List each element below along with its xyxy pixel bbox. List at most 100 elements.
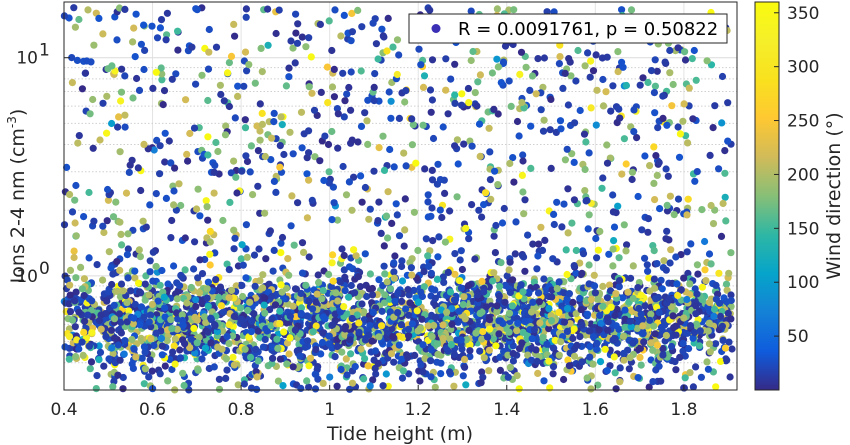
data-point <box>181 234 189 242</box>
data-point <box>242 5 250 13</box>
data-point <box>78 338 86 346</box>
data-point <box>414 298 422 306</box>
data-point <box>679 117 687 125</box>
data-point <box>541 236 549 244</box>
data-point <box>125 307 133 315</box>
data-point <box>68 316 77 324</box>
data-point <box>129 364 137 372</box>
data-point <box>233 189 241 197</box>
data-point <box>543 340 551 348</box>
data-point <box>689 115 697 123</box>
data-point <box>727 315 735 323</box>
data-point <box>434 253 442 261</box>
data-point <box>110 315 119 323</box>
data-point <box>374 359 382 367</box>
data-point <box>705 298 714 307</box>
data-point <box>378 322 386 330</box>
data-point <box>313 290 321 298</box>
data-point <box>75 15 83 24</box>
data-point <box>629 339 637 347</box>
data-point <box>715 269 723 277</box>
data-point <box>571 119 579 127</box>
colorbar: 50 100 150 200 250 300 350 Wind direction (°) <box>754 1 845 391</box>
data-point <box>113 287 122 295</box>
data-point <box>247 384 256 392</box>
data-point <box>604 326 612 334</box>
data-point <box>371 347 380 355</box>
data-point <box>95 342 103 350</box>
data-point <box>707 201 715 210</box>
data-point <box>238 281 246 290</box>
data-point <box>230 361 238 369</box>
data-point <box>480 288 488 296</box>
data-point <box>620 356 628 364</box>
data-point <box>593 339 601 347</box>
data-point <box>312 370 320 379</box>
data-point <box>198 71 206 79</box>
data-point <box>211 321 219 329</box>
data-point <box>286 128 294 136</box>
data-point <box>211 161 219 169</box>
data-point <box>630 106 638 114</box>
data-point <box>497 79 505 87</box>
data-point <box>229 353 237 361</box>
data-point <box>291 285 300 293</box>
data-point <box>695 342 704 350</box>
data-point <box>160 293 168 301</box>
data-point <box>198 270 207 278</box>
data-point <box>222 122 230 130</box>
data-point <box>722 280 731 288</box>
data-point <box>549 255 557 263</box>
data-point <box>609 208 618 216</box>
data-point <box>340 303 348 311</box>
data-point <box>681 374 689 382</box>
data-point <box>474 291 482 299</box>
data-point <box>623 241 631 249</box>
data-point <box>589 360 597 368</box>
data-point <box>598 184 606 192</box>
data-point <box>539 127 548 135</box>
data-point <box>145 373 153 381</box>
data-point <box>310 106 319 114</box>
data-point <box>686 322 695 330</box>
data-point <box>456 256 464 264</box>
data-point <box>402 162 410 170</box>
data-point <box>115 113 123 121</box>
data-point <box>305 297 313 305</box>
data-point <box>573 341 581 349</box>
data-point <box>433 340 441 348</box>
data-point <box>203 203 211 211</box>
data-point <box>123 251 131 259</box>
data-point <box>412 159 420 167</box>
data-point <box>572 310 580 318</box>
data-point <box>521 267 529 275</box>
data-point <box>490 269 498 277</box>
data-point <box>207 339 215 347</box>
data-point <box>289 150 297 158</box>
data-point <box>638 316 647 324</box>
data-point <box>644 267 652 275</box>
data-point <box>325 270 333 279</box>
data-point <box>345 293 353 301</box>
data-point <box>103 129 111 137</box>
colorbar-tick-label: 350 <box>787 4 819 24</box>
data-point <box>547 317 556 325</box>
data-point <box>635 344 643 352</box>
data-point <box>158 70 166 78</box>
data-point <box>163 337 171 345</box>
data-point <box>306 354 315 362</box>
data-point <box>647 67 656 75</box>
data-point <box>179 321 187 329</box>
data-point <box>242 13 250 21</box>
data-point <box>672 366 680 374</box>
data-point <box>114 371 122 379</box>
data-point <box>92 385 100 393</box>
data-point <box>70 247 78 255</box>
data-point <box>560 318 569 326</box>
data-point <box>225 340 233 348</box>
data-point <box>158 342 166 350</box>
data-point <box>647 339 655 347</box>
data-point <box>471 255 479 263</box>
data-point <box>505 77 513 85</box>
data-point <box>644 78 652 87</box>
